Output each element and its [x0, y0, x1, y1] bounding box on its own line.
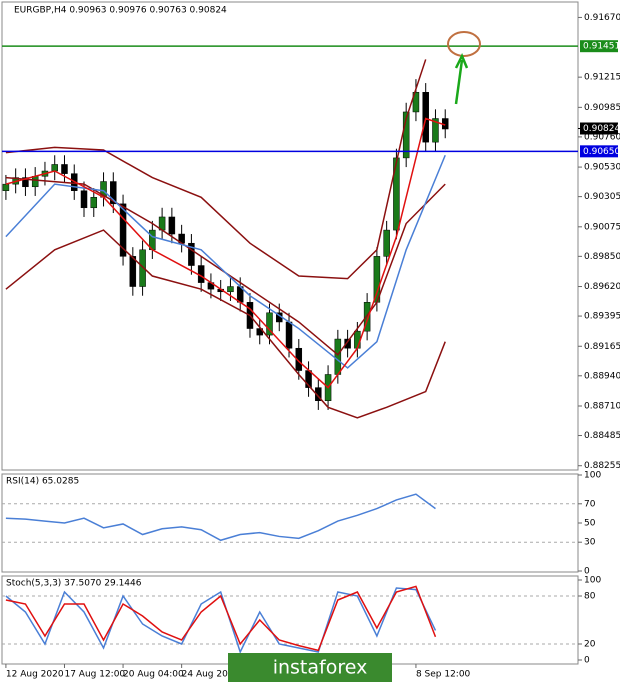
candle-body	[2, 183, 10, 191]
y-tick-label: 0.88940	[584, 371, 620, 381]
candle-body	[129, 256, 137, 287]
x-tick-label: 12 Aug 2020	[6, 670, 64, 680]
y-tick-label: 0.90985	[584, 103, 620, 113]
candle-body	[363, 302, 371, 332]
candle-body	[412, 92, 420, 113]
rsi-title: RSI(14) 65.0285	[6, 477, 79, 487]
level-label-box	[580, 40, 618, 53]
y-tick-label: 0.88485	[584, 431, 620, 441]
arrow	[454, 52, 469, 105]
indicator-line	[5, 587, 437, 654]
candle-body	[227, 286, 234, 293]
y-tick-label: 50	[584, 519, 596, 529]
candle-body	[334, 338, 342, 375]
y-tick-label: 0.89850	[584, 252, 620, 262]
candle-body	[295, 347, 303, 371]
candle-body	[383, 229, 390, 257]
x-tick-label: 8 Sep 12:00	[416, 670, 471, 680]
candle-body	[90, 197, 98, 209]
watermark: instaforex	[228, 653, 392, 682]
candle-body	[119, 203, 127, 257]
candle-body	[139, 249, 146, 287]
y-tick-label: 0	[584, 656, 590, 666]
y-tick-label: 0	[584, 567, 590, 577]
candle-body	[31, 176, 39, 188]
main-panel	[1, 1, 579, 471]
y-tick-label: 0.90760	[584, 132, 620, 142]
y-tick-label: 100	[584, 471, 601, 481]
x-tick-label: 20 Aug 04:00	[123, 670, 184, 680]
chart-title: EURGBP,H4 0.90963 0.90976 0.90763 0.9082…	[14, 6, 227, 16]
watermark-text: instaforex	[273, 657, 368, 679]
level-label: 0.91451	[583, 42, 620, 52]
y-tick-label: 70	[584, 499, 596, 509]
candle-body	[61, 164, 68, 174]
last-price-box	[580, 122, 618, 135]
candle-body	[266, 312, 273, 336]
y-tick-label: 0.90305	[584, 192, 620, 202]
candle-body	[432, 118, 439, 143]
y-tick-label: 0.91215	[584, 73, 620, 83]
last-price-label: 0.90824	[583, 124, 620, 134]
y-tick-label: 0.88255	[584, 461, 620, 471]
candle-body	[110, 181, 117, 205]
indicator-line	[5, 117, 446, 389]
candle-body	[354, 330, 361, 349]
y-tick-label: 0.88710	[584, 401, 620, 411]
candle-body	[315, 387, 322, 401]
y-tick-label: 0.89165	[584, 342, 620, 352]
stoch-title: Stoch(5,3,3) 37.5070 29.1446	[6, 579, 142, 589]
candle-body	[393, 157, 400, 231]
x-tick-label: 17 Aug 12:00	[64, 670, 125, 680]
indicator-line	[5, 229, 446, 419]
x-tick-label: 24 Aug 20:00	[182, 670, 243, 680]
candle-body	[80, 190, 88, 209]
indicator-line	[5, 176, 446, 356]
candle-body	[422, 92, 429, 143]
candle-body	[188, 242, 195, 266]
y-tick-label: 0.89395	[584, 312, 620, 322]
y-tick-label: 100	[584, 576, 601, 586]
candle-body	[51, 164, 58, 172]
candle-body	[168, 216, 176, 235]
rsi-panel	[1, 473, 579, 573]
y-tick-label: 0.91670	[584, 13, 620, 23]
candle-body	[344, 338, 351, 349]
y-tick-label: 0.89620	[584, 282, 620, 292]
highlight-circle	[447, 31, 481, 57]
level-label-box	[580, 145, 618, 158]
candle-body	[22, 177, 29, 188]
y-tick-label: 0.90530	[584, 163, 620, 173]
indicator-line	[5, 59, 427, 280]
watermark-box	[228, 653, 392, 682]
indicator-line	[5, 585, 437, 652]
y-tick-label: 30	[584, 538, 596, 548]
y-tick-label: 20	[584, 640, 596, 650]
indicator-line	[5, 493, 436, 542]
candle-body	[285, 321, 293, 349]
y-tick-label: 0.90075	[584, 222, 620, 232]
level-label: 0.90650	[583, 147, 620, 157]
y-tick-label: 80	[584, 592, 596, 602]
